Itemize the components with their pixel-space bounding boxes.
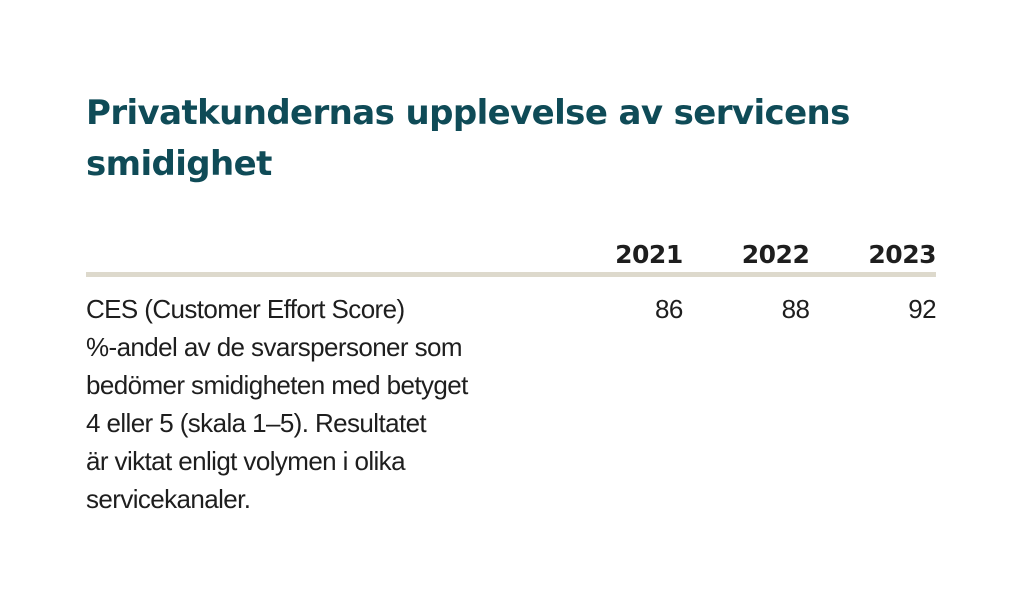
column-header-year: 2023 [868, 240, 936, 269]
row-label-line: 4 eller 5 (skala 1–5). Resultatet [86, 408, 427, 438]
column-header-year: 2022 [741, 240, 810, 269]
table-row: CES (Customer Effort Score) %-andel av d… [86, 275, 937, 519]
row-label: CES (Customer Effort Score) %-andel av d… [86, 275, 556, 519]
row-label-line: %-andel av de svarspersoner som [86, 332, 463, 362]
table-header-row: 2021 2022 2023 [86, 223, 936, 275]
row-label-line: är viktat enligt volymen i olika [86, 446, 406, 476]
page-title: Privatkundernas upplevelse av servicens … [86, 93, 850, 184]
value-cell: 86 [655, 294, 683, 324]
row-label-line: servicekanaler. [86, 484, 251, 514]
column-header-year: 2021 [615, 240, 683, 269]
content-panel: Privatkundernas upplevelse av servicens … [86, 88, 937, 514]
row-label-line: bedömer smidigheten med betyget [86, 370, 468, 400]
value-cell: 88 [781, 294, 810, 324]
value-cell: 92 [908, 294, 936, 324]
data-table: 2021 2022 2023 CES (Customer Effort Scor… [86, 223, 937, 519]
header-label-cell [86, 223, 556, 275]
row-label-line: CES (Customer Effort Score) [86, 294, 405, 324]
